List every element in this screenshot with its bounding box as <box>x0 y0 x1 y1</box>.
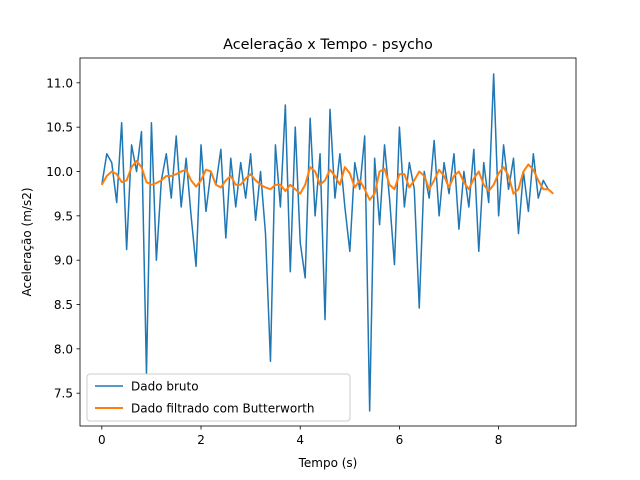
data-line <box>101 73 554 412</box>
y-tick-label: 10.5 <box>46 121 73 135</box>
legend-box <box>86 373 351 422</box>
y-tick-label: 11.0 <box>46 76 73 90</box>
x-tick-label: 2 <box>197 433 205 447</box>
y-tick-label: 7.5 <box>54 387 73 401</box>
y-tick-label: 10.0 <box>46 165 73 179</box>
x-axis-label: Tempo (s) <box>298 456 358 470</box>
y-tick-label: 8.5 <box>54 298 73 312</box>
y-tick-label: 9.5 <box>54 209 73 223</box>
data-line <box>100 159 554 201</box>
x-tick-label: 8 <box>495 433 503 447</box>
y-tick-label: 9.0 <box>54 254 73 268</box>
x-tick-label: 0 <box>98 433 106 447</box>
x-tick-label: 6 <box>396 433 404 447</box>
plot-frame <box>79 57 577 427</box>
legend-label: Dado bruto <box>131 380 199 394</box>
y-axis-label: Aceleração (m/s2) <box>20 187 34 296</box>
legend-label: Dado filtrado com Butterworth <box>131 402 314 416</box>
chart-title: Aceleração x Tempo - psycho <box>223 37 433 53</box>
x-tick-label: 4 <box>296 433 304 447</box>
y-tick-label: 8.0 <box>54 342 73 356</box>
